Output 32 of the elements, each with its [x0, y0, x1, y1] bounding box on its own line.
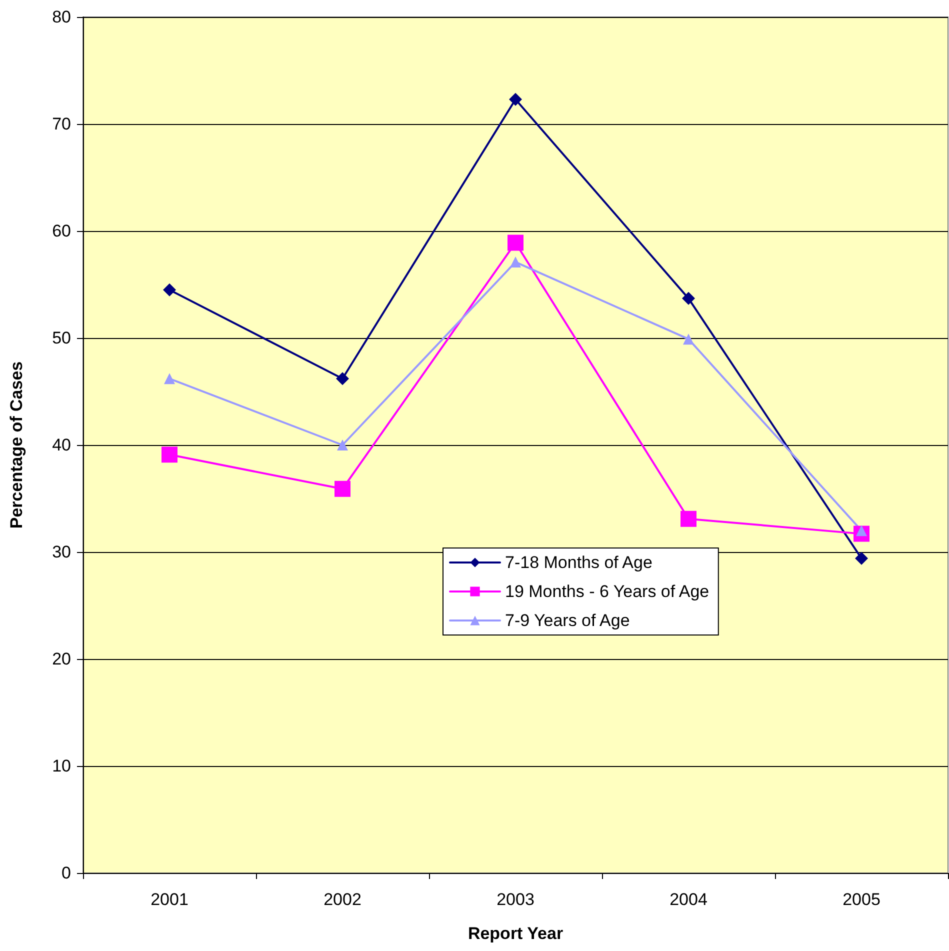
point: [682, 292, 695, 305]
legend-label: 19 Months - 6 Years of Age: [505, 582, 710, 601]
y-tick-label: 60: [52, 222, 71, 240]
y-tick-label: 40: [52, 436, 71, 454]
legend-label: 7-9 Years of Age: [505, 611, 630, 630]
point: [163, 283, 176, 296]
y-axis-title: Percentage of Cases: [7, 361, 26, 529]
x-tick-label: 2001: [150, 890, 188, 909]
legend-label: 7-18 Months of Age: [505, 553, 652, 572]
y-tick-label: 80: [52, 8, 71, 26]
y-tick-label: 10: [52, 756, 71, 776]
y-tick-label: 70: [52, 114, 71, 134]
point: [680, 510, 696, 527]
x-tick-label: 2003: [496, 890, 534, 909]
x-tick-label: 2002: [324, 890, 362, 909]
x-tick-label: 2005: [842, 890, 880, 909]
point: [164, 373, 175, 384]
point: [683, 334, 694, 345]
point: [334, 480, 350, 497]
point: [509, 92, 522, 106]
x-tick-label: 2004: [670, 890, 708, 909]
point: [510, 256, 521, 268]
point: [855, 552, 868, 565]
point: [508, 234, 524, 251]
point: [337, 440, 348, 450]
x-axis-title: Report Year: [468, 924, 564, 943]
y-tick-label: 30: [52, 542, 71, 562]
point: [162, 446, 178, 463]
y-tick-label: 0: [62, 864, 71, 882]
y-tick-label: 20: [52, 650, 71, 668]
point: [336, 372, 349, 386]
y-tick-label: 50: [52, 328, 71, 348]
